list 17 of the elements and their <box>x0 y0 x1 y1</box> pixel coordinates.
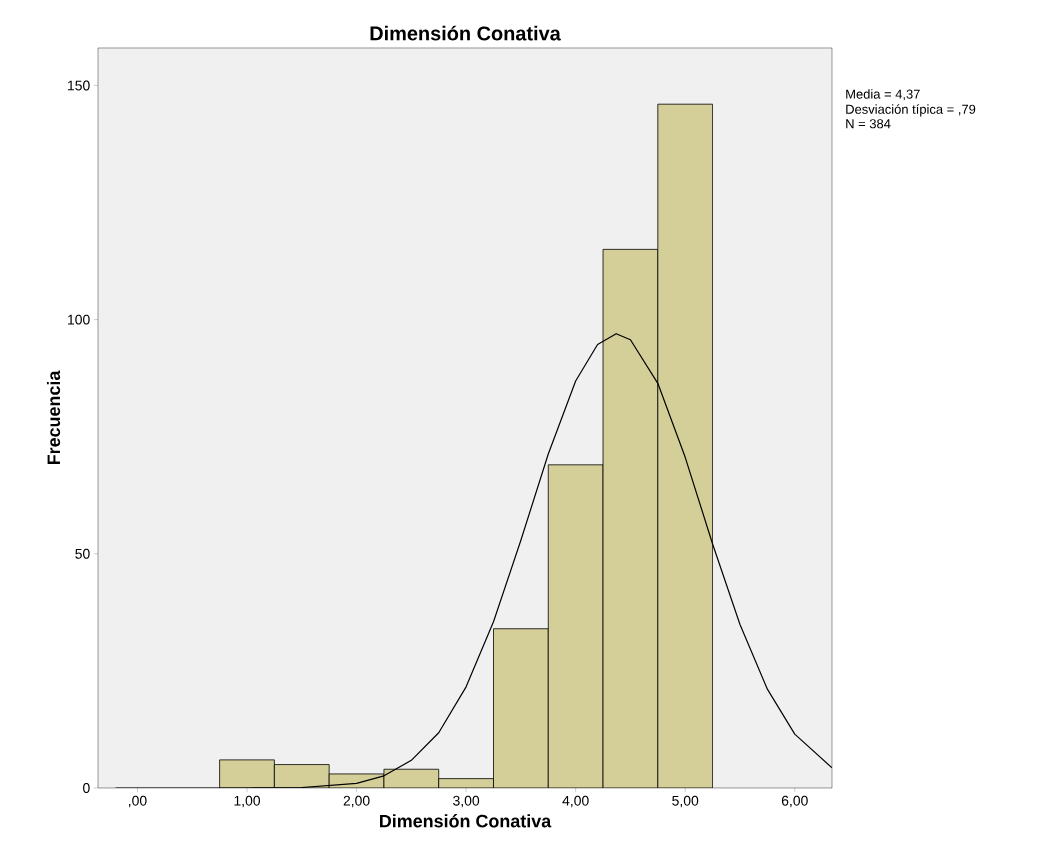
x-tick-label: 5,00 <box>672 795 699 808</box>
y-tick-label: 0 <box>83 783 90 793</box>
x-tick-label: 2,00 <box>343 795 370 808</box>
text: Media = 4,37 <box>846 89 920 101</box>
x-tick-label: 6,00 <box>781 795 808 808</box>
x-tick-label: ,00 <box>129 795 147 808</box>
x-tick-label: 4,00 <box>562 795 589 808</box>
x-tick-label: 1,00 <box>234 795 261 808</box>
y-tick-label: 150 <box>68 80 90 91</box>
y-axis-title: Frecuencia <box>46 370 61 465</box>
text: N = 384 <box>846 119 891 129</box>
y-tick-label: 100 <box>68 314 90 325</box>
x-tick-label: 3,00 <box>453 795 480 808</box>
text: Desviación típica = ,79 <box>846 104 976 117</box>
y-tick-label: 50 <box>75 548 90 559</box>
x-axis-title: Dimensión Conativa <box>380 814 552 828</box>
chart-title: Dimensión Conativa <box>370 25 561 41</box>
